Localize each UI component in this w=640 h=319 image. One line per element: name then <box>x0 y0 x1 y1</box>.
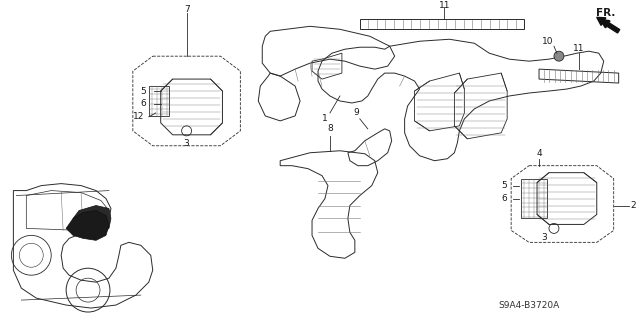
Text: 7: 7 <box>184 5 189 14</box>
Text: 4: 4 <box>536 149 542 158</box>
Text: 5: 5 <box>140 86 146 95</box>
FancyArrow shape <box>596 17 620 33</box>
Text: 10: 10 <box>542 37 554 46</box>
Text: FR.: FR. <box>596 8 616 19</box>
Text: 6: 6 <box>501 194 507 203</box>
Text: 11: 11 <box>573 44 584 53</box>
Text: 12: 12 <box>133 112 145 122</box>
Text: 2: 2 <box>631 201 636 210</box>
Text: 3: 3 <box>184 139 189 148</box>
Text: 1: 1 <box>322 115 328 123</box>
Text: 5: 5 <box>501 181 507 190</box>
Text: 3: 3 <box>541 233 547 242</box>
Polygon shape <box>73 205 111 238</box>
Text: 8: 8 <box>327 124 333 133</box>
Text: 9: 9 <box>353 108 358 117</box>
Text: 11: 11 <box>438 1 450 10</box>
Text: 6: 6 <box>140 100 146 108</box>
Circle shape <box>554 51 564 61</box>
Polygon shape <box>66 211 109 240</box>
Text: S9A4-B3720A: S9A4-B3720A <box>499 300 560 309</box>
